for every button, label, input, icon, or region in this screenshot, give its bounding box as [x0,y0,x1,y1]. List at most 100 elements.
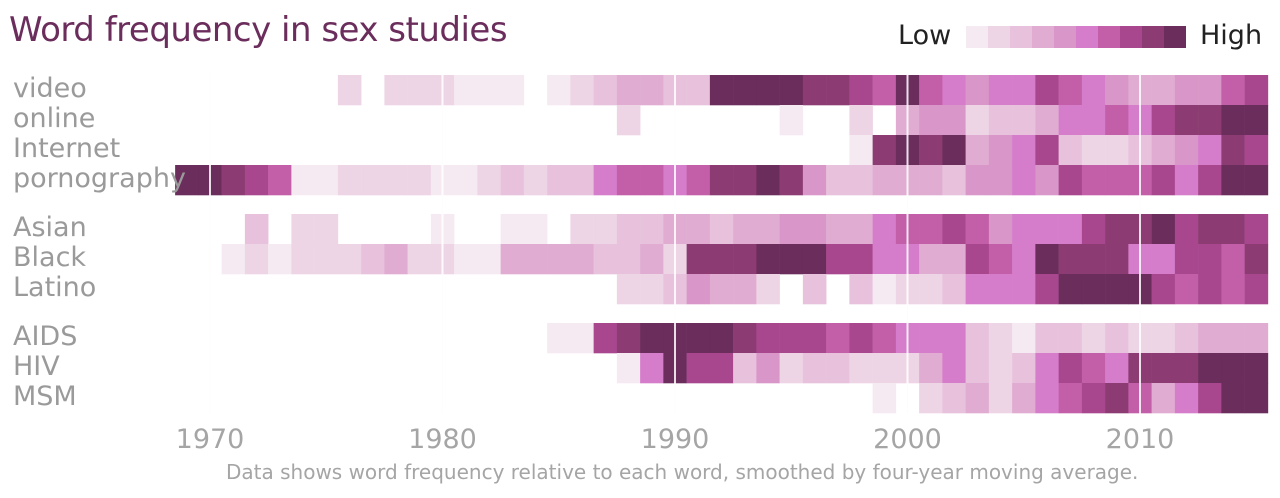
heatmap-cell [872,214,897,245]
heatmap-cell [570,244,594,275]
legend-high-label: High [1200,20,1263,51]
heatmap-cell [593,75,618,106]
heatmap-cell [616,244,641,275]
heatmap-cell [919,353,943,384]
heatmap-cell [709,244,734,275]
heatmap-cell [500,165,525,196]
heatmap-cell [384,165,408,196]
heatmap-cell [826,165,850,196]
heatmap-cell [1058,383,1083,414]
heatmap-cell [802,244,827,275]
heatmap-cell [779,353,804,384]
heatmap-cell [872,383,897,414]
heatmap-cell [1035,214,1059,245]
legend-swatch-1 [966,26,988,48]
heatmap-cell [988,105,1013,136]
heatmap-cell [779,105,804,136]
heatmap-cell [756,353,780,384]
heatmap-cell [291,244,315,275]
heatmap-cell [291,165,315,196]
row-label-hiv: HIV [13,351,60,382]
heatmap-cell [686,165,711,196]
row-label-video: video [13,73,87,104]
heatmap-cell [1198,75,1222,106]
heatmap-cell [1058,244,1083,275]
heatmap-cell [1081,353,1106,384]
heatmap-cell [872,323,897,354]
heatmap-cell [547,323,571,354]
heatmap-cell [1174,135,1199,166]
heatmap-cell [919,135,943,166]
heatmap-cell [1244,214,1269,245]
heatmap-cell [268,244,292,275]
x-tick-label-2010: 2010 [1106,424,1175,455]
heatmap-cells [175,72,1269,414]
heatmap-cell [1174,274,1199,305]
heatmap-cell [779,75,804,106]
heatmap-cell [1244,383,1269,414]
heatmap-cell [314,165,339,196]
heatmap-cell [919,214,943,245]
heatmap-cell [1058,75,1083,106]
heatmap-cell [756,274,780,305]
heatmap-cell [616,323,641,354]
heatmap-cell [942,165,966,196]
heatmap-cell [872,274,897,305]
heatmap-cell [570,75,594,106]
heatmap-cell [361,244,385,275]
heatmap-cell [733,165,757,196]
heatmap-cell [802,323,827,354]
heatmap-cell [616,274,641,305]
x-axis-ticks: 1970 1980 1990 2000 2010 [176,424,1175,455]
heatmap-cell [407,244,432,275]
heatmap-cell [593,214,618,245]
heatmap-cell [640,75,664,106]
heatmap-cell [919,75,943,106]
heatmap-cell [221,165,246,196]
heatmap-cell [616,105,641,136]
heatmap-cell [1035,244,1059,275]
heatmap-cell [1174,105,1199,136]
heatmap-cell [1058,165,1083,196]
heatmap-cell [849,75,873,106]
heatmap-cell [244,214,269,245]
heatmap-cell [849,165,873,196]
heatmap-cell [1151,135,1176,166]
heatmap-cell [733,353,757,384]
heatmap-cell [570,165,594,196]
heatmap-cell [1105,383,1129,414]
heatmap-cell [988,244,1013,275]
heatmap-cell [361,165,385,196]
heatmap-cell [523,244,548,275]
heatmap-cell [686,244,711,275]
heatmap-cell [1035,323,1059,354]
heatmap-cell [1198,244,1222,275]
heatmap-cell [1105,165,1129,196]
heatmap-cell [616,75,641,106]
heatmap-cell [454,165,478,196]
heatmap-cell [1058,274,1083,305]
heatmap-cell [1035,105,1059,136]
heatmap-cell [919,274,943,305]
heatmap-cell [477,244,501,275]
heatmap-cell [872,244,897,275]
legend-swatch-3 [1010,26,1032,48]
row-label-black: Black [13,242,86,273]
heatmap-cell [965,323,990,354]
heatmap-cell [686,323,711,354]
heatmap-cell [1105,244,1129,275]
heatmap-cell [1244,274,1269,305]
heatmap-cell [221,244,246,275]
heatmap-cell [942,323,966,354]
heatmap-cell [779,244,804,275]
heatmap-cell [1244,323,1269,354]
heatmap-cell [1198,274,1222,305]
heatmap-cell [454,244,478,275]
heatmap-cell [756,244,780,275]
heatmap-cell [849,323,873,354]
heatmap-cell [500,75,525,106]
heatmap-cell [1174,323,1199,354]
heatmap-cell [337,75,362,106]
heatmap-cell [942,105,966,136]
heatmap-cell [988,323,1013,354]
